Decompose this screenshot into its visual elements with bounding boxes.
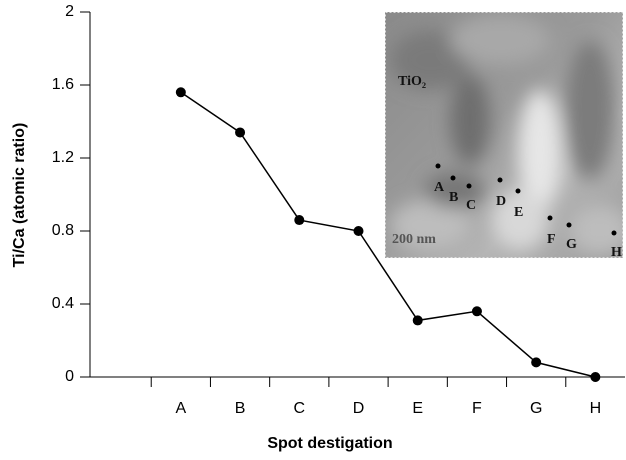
inset-spot-label: G bbox=[566, 237, 577, 252]
inset-spot-label: H bbox=[611, 245, 622, 260]
y-tick-label: 1.6 bbox=[52, 76, 74, 93]
inset-spot bbox=[497, 177, 503, 183]
y-tick-label: 2 bbox=[65, 3, 74, 20]
point bbox=[471, 306, 482, 317]
inset-spot bbox=[566, 222, 572, 228]
inset-spot bbox=[547, 215, 553, 221]
point bbox=[412, 315, 423, 326]
y-tick-label: 0.4 bbox=[52, 295, 74, 312]
point bbox=[235, 127, 246, 138]
x-tick-label: G bbox=[530, 400, 542, 417]
x-tick-label: E bbox=[412, 400, 423, 417]
inset-spot bbox=[435, 163, 441, 169]
x-tick-label: H bbox=[590, 400, 602, 417]
y-tick-label: 0.8 bbox=[52, 222, 74, 239]
x-tick-label: F bbox=[472, 400, 482, 417]
inset-spot-label: B bbox=[449, 190, 458, 205]
inset-spot bbox=[611, 230, 617, 236]
y-axis-title: Ti/Ca (atomic ratio) bbox=[11, 123, 28, 268]
x-axis-title: Spot destigation bbox=[267, 435, 392, 452]
inset-spot-label: C bbox=[466, 198, 476, 213]
line bbox=[180, 91, 596, 378]
inset-scale: 200 nm bbox=[392, 232, 436, 247]
point bbox=[531, 357, 542, 368]
point bbox=[353, 226, 364, 236]
x-tick-label: B bbox=[235, 400, 246, 417]
x-tick-label: A bbox=[175, 400, 186, 417]
inset-spot-label: D bbox=[496, 194, 506, 209]
inset-image bbox=[385, 12, 623, 258]
inset-spot bbox=[450, 175, 456, 181]
y-tick-label: 0 bbox=[65, 368, 74, 385]
y-tick-label: 1.2 bbox=[52, 149, 74, 166]
point bbox=[294, 215, 305, 226]
inset-spot-label: E bbox=[514, 205, 523, 220]
inset-spot-label: F bbox=[547, 232, 556, 247]
x-tick-label: D bbox=[353, 400, 365, 417]
inset-spot-label: A bbox=[434, 180, 445, 195]
inset-label: TiO₂ bbox=[398, 74, 426, 89]
point bbox=[175, 87, 186, 98]
inset-spot bbox=[515, 188, 521, 194]
x-tick-label: C bbox=[293, 400, 305, 417]
point bbox=[590, 372, 601, 382]
inset-spot bbox=[466, 183, 472, 189]
